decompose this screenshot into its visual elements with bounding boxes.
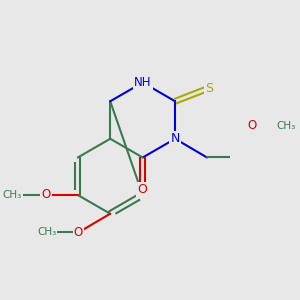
Text: O: O	[138, 183, 148, 196]
Text: S: S	[205, 82, 213, 95]
Text: NH: NH	[134, 76, 152, 89]
Text: O: O	[248, 119, 256, 132]
Text: CH₃: CH₃	[37, 227, 56, 238]
Text: N: N	[170, 132, 180, 145]
Text: CH₃: CH₃	[276, 121, 295, 130]
Text: O: O	[41, 188, 50, 202]
Text: CH₃: CH₃	[2, 190, 22, 200]
Text: O: O	[74, 226, 83, 239]
